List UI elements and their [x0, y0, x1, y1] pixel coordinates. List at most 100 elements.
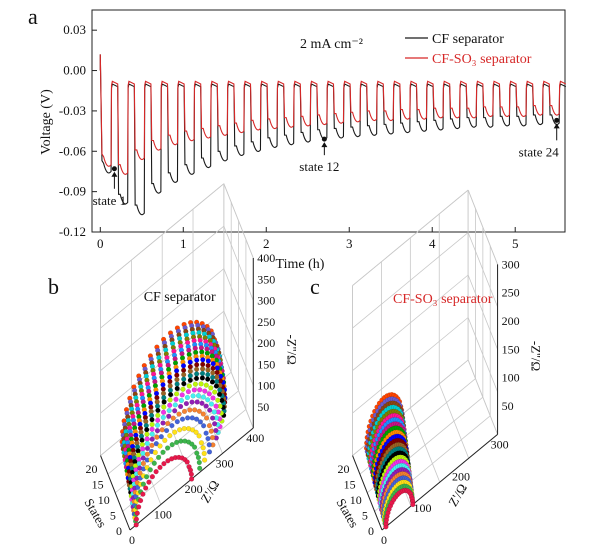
- eis-point: [179, 392, 185, 398]
- eis-point: [137, 470, 143, 476]
- eis-point: [172, 402, 178, 408]
- x-tick-label: 3: [346, 236, 353, 251]
- eis-point: [195, 454, 202, 461]
- eis-point: [140, 455, 146, 461]
- eis-point: [192, 381, 199, 387]
- eis-point: [205, 372, 211, 378]
- eis-point: [149, 474, 156, 480]
- eis-point: [155, 417, 161, 423]
- eis-point: [210, 374, 216, 381]
- eis-point: [205, 376, 211, 382]
- arrow-head: [321, 142, 328, 148]
- eis-point: [167, 378, 173, 385]
- eis-point: [213, 427, 219, 434]
- eis-point: [187, 368, 193, 374]
- eis-point: [181, 367, 187, 373]
- eis-point: [169, 423, 175, 429]
- eis-point: [184, 394, 191, 401]
- eis-point: [196, 433, 202, 439]
- eis-point: [187, 364, 193, 370]
- z-tick-label: 200: [502, 314, 520, 328]
- eis-point: [133, 516, 140, 522]
- eis-point: [140, 450, 146, 457]
- state-label: state 12: [299, 159, 339, 174]
- eis-point: [192, 444, 198, 450]
- z-tick-label: 50: [257, 400, 269, 414]
- eis-point: [169, 442, 175, 448]
- eis-point: [187, 359, 193, 365]
- eis-point: [197, 387, 203, 393]
- arrow-head: [553, 123, 560, 129]
- grid-line: [467, 359, 498, 435]
- eis-point: [180, 363, 187, 369]
- eis-point: [154, 428, 161, 434]
- eis-point: [195, 393, 202, 399]
- eis-point: [189, 476, 195, 482]
- grid-line: [352, 189, 469, 286]
- eis-point: [190, 427, 196, 433]
- eis-point: [203, 430, 209, 436]
- grid-line: [223, 183, 254, 259]
- eis-point: [165, 420, 171, 427]
- eis-point: [184, 459, 190, 465]
- eis-point: [199, 375, 206, 381]
- y-tick-label: 0.00: [63, 63, 86, 78]
- state-marker: [111, 166, 117, 172]
- eis-point: [210, 415, 216, 421]
- grid-line: [223, 353, 254, 429]
- eis-point: [146, 479, 152, 485]
- eis-point: [162, 437, 168, 444]
- eis-point: [211, 409, 217, 415]
- x-tick-label: 200: [452, 469, 470, 483]
- eis-point: [179, 416, 186, 422]
- eis-point: [194, 371, 200, 377]
- eis-point: [174, 372, 180, 378]
- y-tick-label: -0.12: [59, 224, 86, 239]
- x-tick-label: 0: [129, 533, 135, 546]
- y-tick-label: 0: [368, 524, 374, 538]
- eis-point: [187, 377, 193, 383]
- eis-point: [135, 448, 141, 454]
- eis-point: [190, 393, 196, 399]
- eis-point: [161, 404, 167, 410]
- eis-3d-chart-cfso3: 01002003000510152050100150200250300Z'/ΩS…: [333, 189, 544, 546]
- eis-point: [205, 367, 211, 373]
- eis-point: [154, 434, 160, 440]
- eis-point: [210, 395, 216, 401]
- panel-label-b: b: [48, 274, 59, 299]
- eis-point: [149, 431, 155, 437]
- eis-point: [155, 407, 161, 414]
- x-tick-label: 100: [154, 508, 172, 522]
- eis-point: [197, 419, 204, 425]
- eis-point: [144, 431, 150, 437]
- z-tick-label: 250: [502, 286, 520, 300]
- eis-point: [208, 385, 214, 391]
- eis-point: [200, 366, 206, 372]
- eis-point: [200, 361, 206, 368]
- eis-point: [160, 420, 166, 426]
- eis-point: [208, 401, 215, 407]
- eis-point: [199, 370, 206, 377]
- eis-point: [133, 522, 139, 528]
- eis-point: [174, 385, 180, 392]
- eis-point: [168, 392, 174, 398]
- eis-point: [172, 408, 178, 414]
- y-tick-label: -0.06: [59, 143, 87, 158]
- eis-point: [135, 484, 141, 491]
- z-tick-label: 50: [502, 399, 514, 413]
- eis-point: [140, 446, 146, 452]
- eis-point: [194, 399, 200, 405]
- x-tick-label: 5: [512, 236, 519, 251]
- eis-point: [193, 429, 199, 435]
- eis-point: [174, 439, 180, 446]
- eis-point: [189, 441, 195, 447]
- x-tick-label: 200: [185, 482, 203, 496]
- z-tick-label: 400: [257, 251, 275, 265]
- series-line-cf: [99, 54, 567, 216]
- eis-point: [154, 399, 160, 405]
- y-tick-label: 15: [344, 478, 356, 492]
- eis-point: [194, 450, 200, 456]
- eis-point: [149, 442, 155, 449]
- eis-point: [199, 400, 205, 406]
- eis-point: [149, 426, 155, 432]
